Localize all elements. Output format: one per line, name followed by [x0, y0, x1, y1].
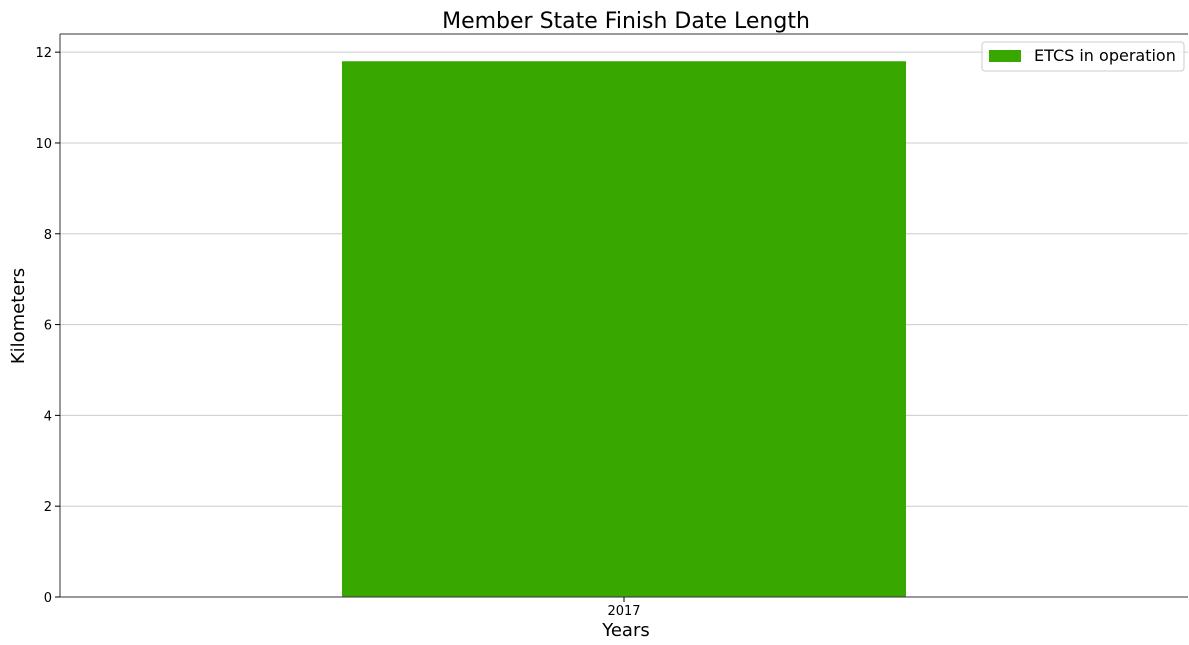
- x-tick-label: 2017: [607, 604, 640, 619]
- y-tick-label: 6: [44, 319, 52, 334]
- chart-title: Member State Finish Date Length: [442, 9, 810, 34]
- x-axis-label: Years: [601, 620, 650, 641]
- y-tick-label: 8: [44, 228, 52, 243]
- y-tick-label: 12: [35, 46, 52, 61]
- y-tick-label: 4: [44, 409, 52, 424]
- y-tick-label: 0: [44, 591, 52, 606]
- y-tick-label: 2: [44, 500, 52, 515]
- legend-box: [981, 41, 1185, 72]
- y-tick-label: 10: [35, 137, 52, 152]
- legend: ETCS in operation: [981, 41, 1185, 72]
- legend-swatch: [989, 50, 1021, 62]
- legend-label: ETCS in operation: [1034, 46, 1176, 65]
- x-tick-labels: 2017: [607, 597, 641, 619]
- bars: [342, 61, 906, 597]
- y-tick-labels: 0 2 4 6 8 10 12: [35, 46, 60, 606]
- bar: [342, 61, 906, 597]
- y-axis-label: Kilometers: [8, 268, 29, 364]
